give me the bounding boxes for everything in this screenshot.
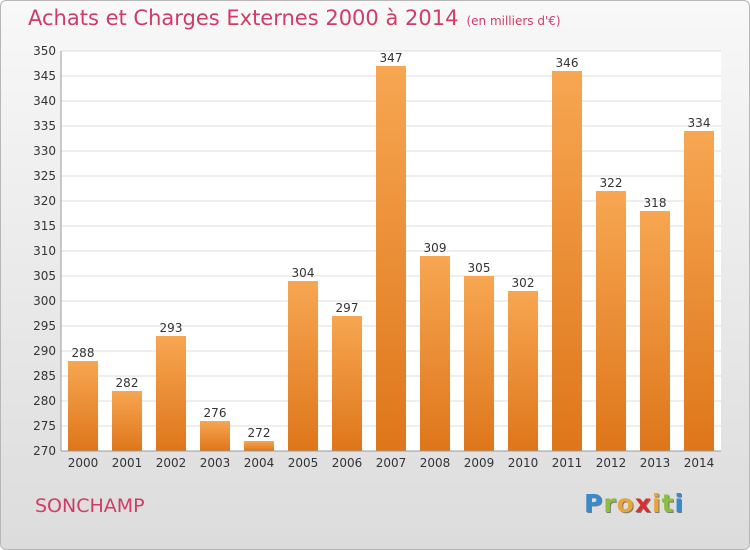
value-labels: 288 282 293 276 272 304 297 347 309 305 302 346 322 3… (72, 51, 711, 440)
bar (112, 391, 142, 451)
logo-letter: t (661, 489, 675, 518)
y-tick-label: 340 (33, 94, 56, 108)
bar (508, 291, 538, 451)
bar (684, 131, 714, 451)
x-tick-label: 2005 (288, 456, 319, 470)
logo-letter: P (584, 489, 604, 518)
y-tick-label: 290 (33, 344, 56, 358)
y-tick-label: 330 (33, 144, 56, 158)
bar (156, 336, 186, 451)
value-label: 272 (248, 426, 271, 440)
y-tick-label: 315 (33, 219, 56, 233)
x-tick-label: 2000 (68, 456, 99, 470)
proxiti-logo[interactable]: Proxiti (584, 489, 684, 518)
y-tick-label: 320 (33, 194, 56, 208)
value-label: 318 (644, 196, 667, 210)
x-tick-label: 2004 (244, 456, 275, 470)
value-label: 288 (72, 346, 95, 360)
bar (200, 421, 230, 451)
y-tick-label: 285 (33, 369, 56, 383)
y-tick-label: 325 (33, 169, 56, 183)
x-tick-label: 2008 (420, 456, 451, 470)
x-tick-label: 2014 (684, 456, 715, 470)
bar (640, 211, 670, 451)
x-tick-label: 2011 (552, 456, 583, 470)
bar (68, 361, 98, 451)
x-tick-label: 2001 (112, 456, 143, 470)
value-label: 282 (116, 376, 139, 390)
y-tick-labels: 270 275 280 285 290 295 300 305 310 315 320 325 330 3… (33, 44, 56, 458)
bars (68, 66, 714, 451)
x-tick-labels: 2000 2001 2002 2003 2004 2005 2006 2007 2008 2009… (68, 456, 715, 470)
y-tick-label: 280 (33, 394, 56, 408)
value-label: 276 (204, 406, 227, 420)
x-tick-label: 2010 (508, 456, 539, 470)
y-tick-label: 345 (33, 69, 56, 83)
bar (288, 281, 318, 451)
y-tick-label: 275 (33, 419, 56, 433)
y-tick-label: 350 (33, 44, 56, 58)
value-label: 346 (556, 56, 579, 70)
y-tick-label: 270 (33, 444, 56, 458)
x-tick-label: 2009 (464, 456, 495, 470)
title-text: Achats et Charges Externes 2000 à 2014 (28, 6, 459, 30)
bar (596, 191, 626, 451)
bar (376, 66, 406, 451)
bar (420, 256, 450, 451)
x-tick-label: 2003 (200, 456, 231, 470)
x-tick-label: 2013 (640, 456, 671, 470)
logo-letter: r (603, 489, 617, 518)
logo-letter: i (674, 489, 685, 518)
value-label: 293 (160, 321, 183, 335)
y-tick-label: 305 (33, 269, 56, 283)
commune-name: SONCHAMP (35, 495, 145, 517)
value-label: 297 (336, 301, 359, 315)
logo-letter: x (634, 489, 652, 518)
x-tick-label: 2006 (332, 456, 363, 470)
y-tick-label: 295 (33, 319, 56, 333)
bar (244, 441, 274, 451)
value-label: 334 (688, 116, 711, 130)
y-tick-label: 335 (33, 119, 56, 133)
bar (332, 316, 362, 451)
value-label: 302 (512, 276, 535, 290)
value-label: 304 (292, 266, 315, 280)
bar (464, 276, 494, 451)
logo-letter: i (652, 489, 662, 518)
value-label: 309 (424, 241, 447, 255)
x-tick-label: 2012 (596, 456, 627, 470)
y-tick-label: 300 (33, 294, 56, 308)
x-tick-label: 2002 (156, 456, 187, 470)
value-label: 347 (380, 51, 403, 65)
chart-title: Achats et Charges Externes 2000 à 2014 (e… (28, 6, 561, 30)
value-label: 305 (468, 261, 491, 275)
value-label: 322 (600, 176, 623, 190)
y-tick-label: 310 (33, 244, 56, 258)
x-tick-label: 2007 (376, 456, 407, 470)
title-unit: (en milliers d'€) (466, 14, 561, 28)
bar (552, 71, 582, 451)
logo-letter: o (616, 489, 635, 518)
